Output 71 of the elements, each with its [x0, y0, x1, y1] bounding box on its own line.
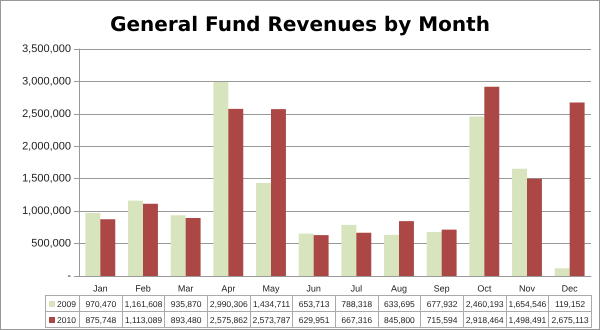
data-label: 970,470 [80, 296, 122, 312]
y-tick-label: 2,500,000 [22, 108, 71, 120]
data-label: 119,152 [548, 296, 592, 312]
data-label: 935,870 [164, 296, 208, 312]
y-tick-label: 1,500,000 [22, 172, 71, 185]
data-label: 2,573,787 [250, 312, 293, 328]
bar [170, 215, 186, 276]
bar [256, 182, 271, 276]
x-tick-label: Feb [135, 284, 151, 294]
bar [341, 224, 356, 276]
data-label: 1,498,491 [506, 312, 549, 328]
x-tick-label: Mar [178, 284, 194, 294]
bar [186, 218, 201, 276]
bar [356, 232, 372, 276]
x-tick-label: May [262, 284, 280, 294]
data-label: 845,800 [378, 312, 421, 328]
x-tick-label: Jan [93, 284, 108, 294]
data-label: 1,113,089 [122, 312, 165, 328]
bar [213, 82, 228, 276]
x-tick-label: Dec [562, 284, 578, 294]
data-label: 677,932 [420, 296, 464, 312]
data-label: 653,713 [292, 296, 336, 312]
bar [512, 168, 527, 276]
bar [100, 219, 116, 276]
data-label: 1,654,546 [506, 296, 549, 312]
x-tick-label: Jun [306, 284, 321, 294]
bar [442, 230, 457, 276]
data-label: 1,161,608 [122, 296, 165, 312]
data-label: 2,675,113 [548, 312, 592, 328]
bar [85, 213, 100, 276]
y-tick-label: - [67, 270, 72, 282]
data-label: 1,434,711 [250, 296, 293, 312]
x-tick-label: Oct [477, 284, 492, 294]
data-label: 715,594 [420, 312, 464, 328]
data-label: 667,316 [335, 312, 378, 328]
x-tick-label: Jul [350, 284, 362, 294]
bar [426, 232, 442, 276]
legend-label: 2009 [46, 296, 80, 312]
y-tick-label: 3,000,000 [22, 75, 71, 88]
data-label: 2,575,862 [207, 312, 250, 328]
data-label: 2,990,306 [207, 296, 250, 312]
legend-label: 2010 [46, 312, 80, 328]
data-label: 875,748 [80, 312, 122, 328]
y-tick-label: 500,000 [31, 238, 71, 250]
data-label: 629,951 [292, 312, 336, 328]
chart-title: General Fund Revenues by Month [110, 12, 490, 36]
bar [228, 108, 244, 276]
data-label: 2,460,193 [463, 296, 506, 312]
bar [554, 268, 570, 276]
bar [143, 204, 158, 276]
data-label: 893,480 [164, 312, 208, 328]
bar [399, 221, 414, 276]
bar [570, 102, 585, 276]
x-tick-label: Nov [518, 284, 536, 294]
y-tick-label: 2,000,000 [22, 140, 71, 152]
x-tick-label: Apr [221, 284, 236, 294]
bar [384, 234, 399, 276]
x-tick-label: Sep [434, 284, 450, 294]
bar [484, 86, 500, 276]
y-tick-label: 1,000,000 [22, 205, 71, 218]
data-label: 633,695 [378, 296, 421, 312]
bar [314, 235, 329, 276]
bar [128, 200, 143, 276]
x-tick-label: Aug [390, 284, 408, 294]
bar [527, 178, 542, 276]
bar [469, 116, 484, 276]
data-label: 788,318 [335, 296, 378, 312]
data-label: 2,918,464 [463, 312, 506, 328]
bar [271, 109, 286, 276]
bar [298, 234, 314, 276]
y-tick-label: 3,500,000 [22, 43, 71, 55]
